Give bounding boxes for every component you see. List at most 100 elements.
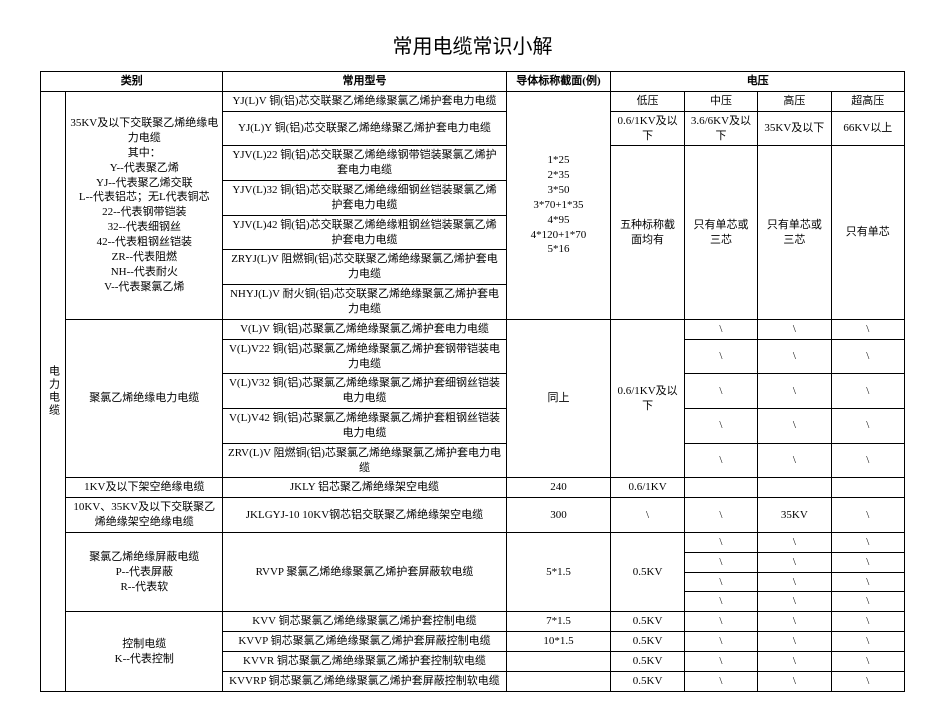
v-cell: \ [831, 532, 904, 552]
model-cell: KVVRP 铜芯聚氯乙烯绝缘聚氯乙烯护套屏蔽控制软电缆 [223, 671, 506, 691]
v-cell: \ [758, 409, 831, 444]
col-conductor: 导体标称截面(例) [506, 72, 611, 92]
v-cell: \ [758, 652, 831, 672]
page-title: 常用电缆常识小解 [40, 30, 905, 59]
v-cell [831, 478, 904, 498]
v-cell: \ [758, 443, 831, 478]
v-cell: \ [758, 612, 831, 632]
model-cell: JKLGYJ-10 10KV钢芯铝交联聚乙烯绝缘架空电缆 [223, 498, 506, 533]
v-cell: 0.5KV [611, 532, 684, 611]
v-mid-head: 中压 [684, 91, 757, 111]
v-cell: 只有单芯或三芯 [684, 146, 757, 319]
v-cell: \ [684, 498, 757, 533]
v-cell: 0.5KV [611, 671, 684, 691]
conductor-cell [506, 652, 611, 672]
model-cell: YJV(L)32 铜(铝)芯交联聚乙烯绝缘细钢丝铠装聚氯乙烯护套电力电缆 [223, 181, 506, 216]
cable-table: 类别 常用型号 导体标称截面(例) 电压 电力电缆 35KV及以下交联聚乙烯绝缘… [40, 71, 905, 692]
v-cell: \ [831, 374, 904, 409]
col-category: 类别 [41, 72, 223, 92]
v-cell: \ [758, 374, 831, 409]
v-cell: \ [758, 671, 831, 691]
v-cell: \ [684, 374, 757, 409]
row-jklgyj-cat: 10KV、35KV及以下交联聚乙烯绝缘架空绝缘电缆 [66, 498, 223, 533]
v-cell: 0.6/1KV [611, 478, 684, 498]
v-cell [758, 478, 831, 498]
v-cell: \ [684, 671, 757, 691]
group-c-category: 聚氯乙烯绝缘屏蔽电缆 P--代表屏蔽 R--代表软 [66, 532, 223, 611]
model-cell: RVVP 聚氯乙烯绝缘聚氯乙烯护套屏蔽软电缆 [223, 532, 506, 611]
v-cell: \ [758, 339, 831, 374]
model-cell: KVV 铜芯聚氯乙烯绝缘聚氯乙烯护套控制电缆 [223, 612, 506, 632]
v-ehv-head: 超高压 [831, 91, 904, 111]
model-cell: JKLY 铝芯聚乙烯绝缘架空电缆 [223, 478, 506, 498]
table-row: 10KV、35KV及以下交联聚乙烯绝缘架空绝缘电缆 JKLGYJ-10 10KV… [41, 498, 905, 533]
conductor-cell: 240 [506, 478, 611, 498]
conductor-cell: 5*1.5 [506, 532, 611, 611]
row-jkly-cat: 1KV及以下架空绝缘电缆 [66, 478, 223, 498]
v-cell: \ [684, 592, 757, 612]
v-cell: 0.5KV [611, 652, 684, 672]
group-b-category: 聚氯乙烯绝缘电力电缆 [66, 319, 223, 478]
table-row: 控制电缆 K--代表控制 KVV 铜芯聚氯乙烯绝缘聚氯乙烯护套控制电缆 7*1.… [41, 612, 905, 632]
v-cell: 35KV [758, 498, 831, 533]
v-cell: \ [758, 592, 831, 612]
col-voltage: 电压 [611, 72, 905, 92]
model-cell: ZRV(L)V 阻燃铜(铝)芯聚氯乙烯绝缘聚氯乙烯护套电力电缆 [223, 443, 506, 478]
conductor-cell: 7*1.5 [506, 612, 611, 632]
model-cell: YJ(L)V 铜(铝)芯交联聚乙烯绝缘聚氯乙烯护套电力电缆 [223, 91, 506, 111]
v-cell: 66KV以上 [831, 111, 904, 146]
v-cell: 3.6/6KV及以下 [684, 111, 757, 146]
conductor-cell [506, 671, 611, 691]
table-row: 电力电缆 35KV及以下交联聚乙烯绝缘电力电缆 其中： Y--代表聚乙烯 YJ-… [41, 91, 905, 111]
v-cell: \ [684, 572, 757, 592]
model-cell: NHYJ(L)V 耐火铜(铝)芯交联聚乙烯绝缘聚氯乙烯护套电力电缆 [223, 285, 506, 320]
model-cell: KVVP 铜芯聚氯乙烯绝缘聚氯乙烯护套屏蔽控制电缆 [223, 632, 506, 652]
v-cell: \ [684, 652, 757, 672]
v-cell: \ [831, 652, 904, 672]
v-cell: \ [831, 443, 904, 478]
v-low-head: 低压 [611, 91, 684, 111]
table-header-row: 类别 常用型号 导体标称截面(例) 电压 [41, 72, 905, 92]
table-row: 聚氯乙烯绝缘电力电缆 V(L)V 铜(铝)芯聚氯乙烯绝缘聚氯乙烯护套电力电缆 同… [41, 319, 905, 339]
v-cell: \ [831, 498, 904, 533]
v-cell: \ [831, 612, 904, 632]
v-cell: 0.5KV [611, 612, 684, 632]
v-cell: \ [831, 339, 904, 374]
v-cell: \ [831, 552, 904, 572]
v-cell: 0.5KV [611, 632, 684, 652]
v-cell: \ [684, 409, 757, 444]
table-row: 1KV及以下架空绝缘电缆 JKLY 铝芯聚乙烯绝缘架空电缆 240 0.6/1K… [41, 478, 905, 498]
v-cell: \ [758, 572, 831, 592]
model-cell: V(L)V 铜(铝)芯聚氯乙烯绝缘聚氯乙烯护套电力电缆 [223, 319, 506, 339]
group-a-category: 35KV及以下交联聚乙烯绝缘电力电缆 其中： Y--代表聚乙烯 YJ--代表聚乙… [66, 91, 223, 319]
model-cell: V(L)V32 铜(铝)芯聚氯乙烯绝缘聚氯乙烯护套细钢丝铠装电力电缆 [223, 374, 506, 409]
v-cell: \ [684, 632, 757, 652]
v-cell: 0.6/1KV及以下 [611, 319, 684, 478]
v-cell: \ [758, 532, 831, 552]
conductor-cell: 300 [506, 498, 611, 533]
v-cell: 0.6/1KV及以下 [611, 111, 684, 146]
v-cell: \ [831, 632, 904, 652]
v-cell: \ [831, 572, 904, 592]
v-high-head: 高压 [758, 91, 831, 111]
model-cell: ZRYJ(L)V 阻燃铜(铝)芯交联聚乙烯绝缘聚氯乙烯护套电力电缆 [223, 250, 506, 285]
vertical-label: 电力电缆 [41, 91, 66, 691]
conductor-cell: 同上 [506, 319, 611, 478]
v-cell: \ [831, 409, 904, 444]
v-cell: \ [758, 632, 831, 652]
model-cell: YJ(L)Y 铜(铝)芯交联聚乙烯绝缘聚乙烯护套电力电缆 [223, 111, 506, 146]
v-cell: \ [831, 671, 904, 691]
v-cell: 五种标称截面均有 [611, 146, 684, 319]
v-cell: \ [684, 339, 757, 374]
v-cell: \ [758, 552, 831, 572]
model-cell: V(L)V42 铜(铝)芯聚氯乙烯绝缘聚氯乙烯护套粗钢丝铠装电力电缆 [223, 409, 506, 444]
conductor-cell: 10*1.5 [506, 632, 611, 652]
v-cell: \ [831, 319, 904, 339]
model-cell: YJV(L)42 铜(铝)芯交联聚乙烯绝缘粗钢丝铠装聚氯乙烯护套电力电缆 [223, 215, 506, 250]
v-cell: \ [684, 552, 757, 572]
v-cell: \ [684, 319, 757, 339]
model-cell: V(L)V22 铜(铝)芯聚氯乙烯绝缘聚氯乙烯护套钢带铠装电力电缆 [223, 339, 506, 374]
v-cell: \ [611, 498, 684, 533]
v-cell: \ [831, 592, 904, 612]
model-cell: KVVR 铜芯聚氯乙烯绝缘聚氯乙烯护套控制软电缆 [223, 652, 506, 672]
